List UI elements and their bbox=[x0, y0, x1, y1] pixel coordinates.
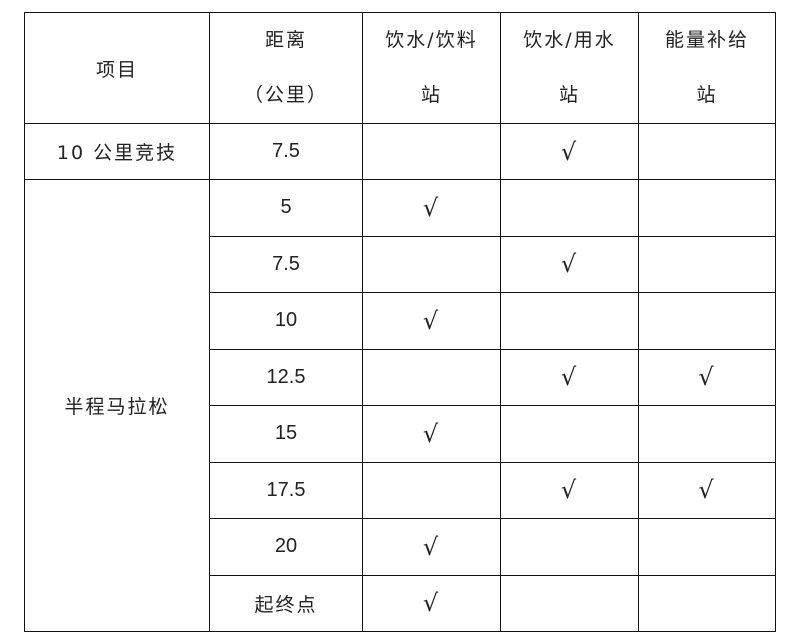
drink-station-cell: √ bbox=[362, 292, 501, 350]
header-drink-station: 饮水/饮料站 bbox=[362, 12, 501, 124]
water-station-cell bbox=[500, 292, 639, 350]
header-energy-station: 能量补给站 bbox=[638, 12, 776, 124]
header-distance-line2: （公里） bbox=[243, 84, 328, 106]
header-energy-line2: 站 bbox=[696, 84, 718, 106]
header-item: 项目 bbox=[24, 12, 210, 124]
water-station-cell bbox=[500, 518, 639, 576]
header-distance-line1: 距离 bbox=[264, 29, 307, 51]
water-station-cell: √ bbox=[500, 235, 639, 293]
distance-cell: 12.5 bbox=[209, 348, 363, 406]
distance-cell: 15 bbox=[209, 405, 363, 463]
header-energy-line1: 能量补给 bbox=[664, 29, 749, 51]
header-water-station: 饮水/用水站 bbox=[500, 12, 639, 124]
distance-cell: 7.5 bbox=[209, 123, 363, 180]
energy-station-cell bbox=[638, 574, 776, 632]
drink-station-cell: √ bbox=[362, 574, 501, 632]
distance-cell: 起终点 bbox=[209, 574, 363, 632]
energy-station-cell bbox=[638, 405, 776, 463]
drink-station-cell bbox=[362, 348, 501, 406]
water-station-cell bbox=[500, 405, 639, 463]
table-row: 17.5 √ √ bbox=[25, 461, 776, 519]
water-station-cell: √ bbox=[500, 461, 639, 519]
water-station-cell: √ bbox=[500, 348, 639, 406]
distance-cell: 20 bbox=[209, 518, 363, 576]
water-station-cell: √ bbox=[500, 123, 639, 180]
energy-station-cell bbox=[638, 235, 776, 293]
distance-cell: 7.5 bbox=[209, 235, 363, 293]
event-name-cell: 10 公里竞技 bbox=[24, 123, 210, 180]
drink-station-cell: √ bbox=[362, 405, 501, 463]
energy-station-cell bbox=[638, 123, 776, 180]
header-drink-line1: 饮水/饮料 bbox=[385, 29, 478, 51]
water-station-cell bbox=[500, 179, 639, 237]
table-row: 半程马拉松 5 √ bbox=[24, 179, 776, 632]
energy-station-cell bbox=[638, 292, 776, 350]
header-drink-line2: 站 bbox=[420, 84, 442, 106]
table-row: 12.5 √ √ bbox=[25, 348, 776, 406]
drink-station-cell: √ bbox=[362, 518, 501, 576]
drink-station-cell bbox=[362, 235, 501, 293]
distance-cell: 10 bbox=[209, 292, 363, 350]
table-row: 20 √ bbox=[25, 518, 776, 576]
drink-station-cell: √ bbox=[362, 179, 501, 237]
energy-station-cell: √ bbox=[638, 348, 776, 406]
table-row: 15 √ bbox=[25, 405, 776, 463]
header-water-line1: 饮水/用水 bbox=[523, 29, 616, 51]
header-row: 项目 距离 （公里） 饮水/饮料站 饮水/用水站 能量补给站 bbox=[24, 12, 776, 124]
header-distance: 距离 （公里） bbox=[209, 12, 363, 124]
water-station-cell bbox=[500, 574, 639, 632]
drink-station-cell bbox=[362, 461, 501, 519]
table-row: 10 公里竞技 7.5 √ bbox=[24, 123, 776, 180]
energy-station-cell bbox=[638, 179, 776, 237]
drink-station-cell bbox=[362, 123, 501, 180]
table-row: 起终点 √ bbox=[25, 574, 776, 632]
header-water-line2: 站 bbox=[558, 84, 580, 106]
event-name-cell: 半程马拉松 bbox=[24, 179, 210, 632]
energy-station-cell: √ bbox=[638, 461, 776, 519]
distance-cell: 17.5 bbox=[209, 461, 363, 519]
aid-station-table: 项目 距离 （公里） 饮水/饮料站 饮水/用水站 能量补给站 10 公里竞技 7.5… bbox=[24, 12, 776, 632]
energy-station-cell bbox=[638, 518, 776, 576]
distance-cell: 5 bbox=[209, 179, 363, 237]
